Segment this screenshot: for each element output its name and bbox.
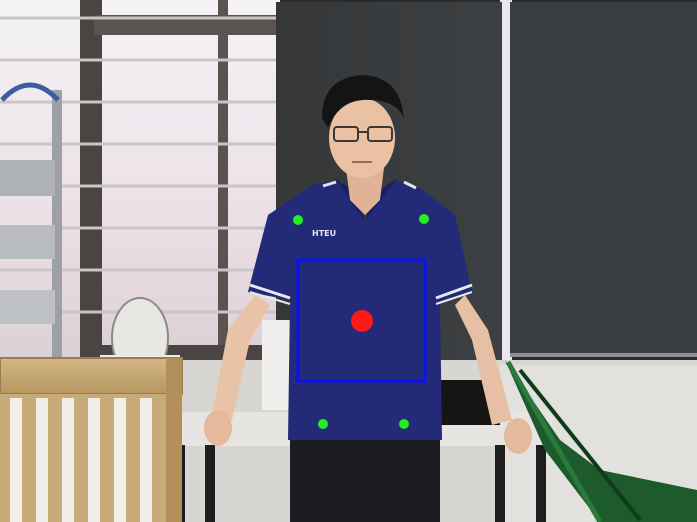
camping-chair [505, 360, 697, 522]
window-background [0, 0, 280, 370]
right-shoulder-keypoint [419, 214, 429, 224]
left-hip-keypoint [318, 419, 328, 429]
torso-bounding-box [296, 258, 427, 383]
wooden-chair [0, 357, 183, 522]
person: HTEU [204, 75, 532, 522]
left-shoulder-keypoint [293, 215, 303, 225]
torso-center-marker [351, 310, 373, 332]
tracking-overlay [293, 214, 429, 429]
window-strip [500, 0, 512, 360]
right-hip-keypoint [399, 419, 409, 429]
shirt-logo: HTEU [312, 229, 336, 238]
